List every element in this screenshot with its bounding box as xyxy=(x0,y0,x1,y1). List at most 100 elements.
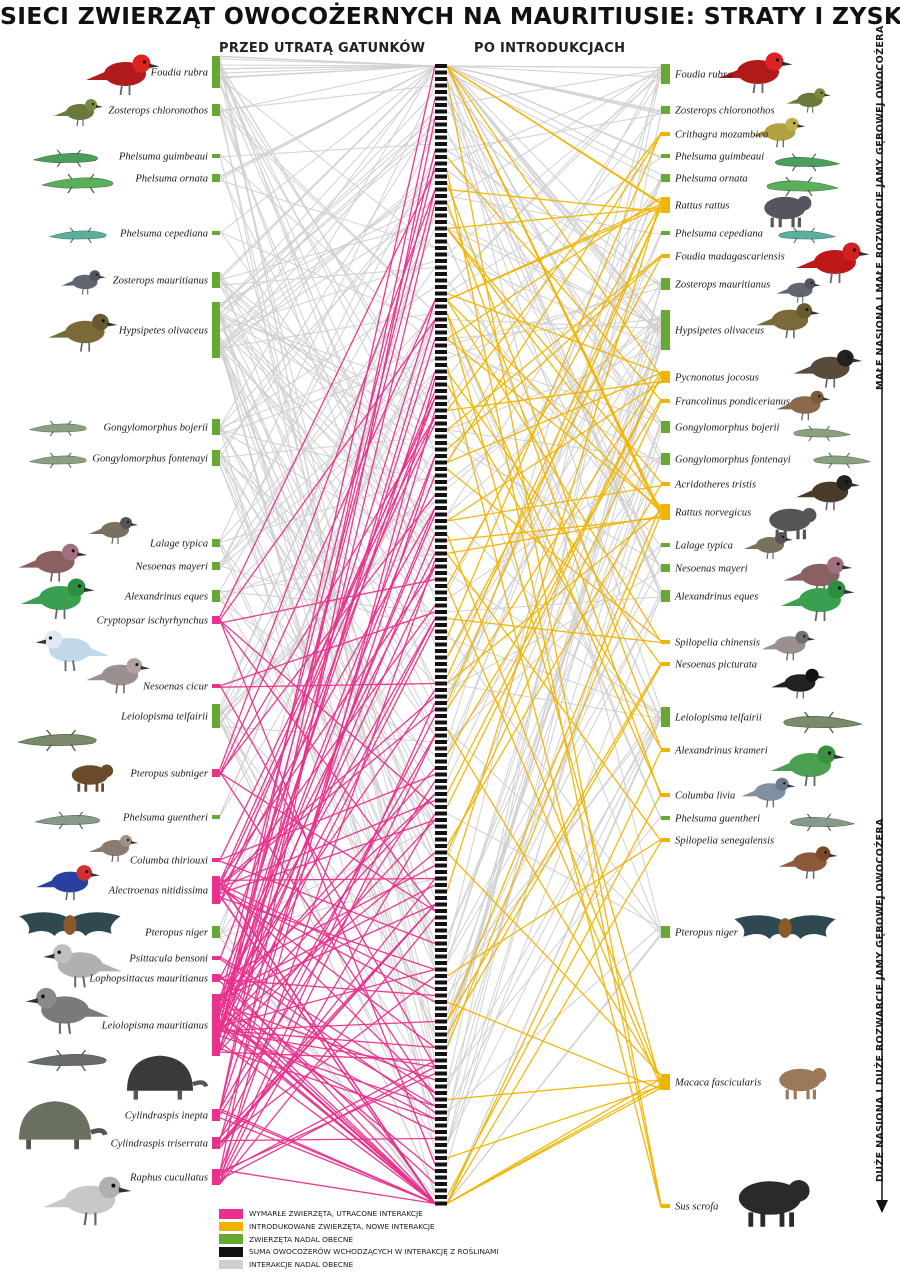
interaction-link xyxy=(219,347,436,736)
interaction-link xyxy=(446,65,662,377)
plant-bar xyxy=(435,408,447,413)
plant-bar xyxy=(435,1175,447,1180)
legend-label: WYMARŁE ZWIERZĘTA, UTRACONE INTERAKCJE xyxy=(249,1209,423,1219)
plant-bar xyxy=(435,759,447,764)
plant-bar xyxy=(435,298,447,302)
interaction-link xyxy=(446,852,662,1076)
plant-bar xyxy=(435,1123,447,1128)
species-label: Columba thiriouxi xyxy=(130,856,208,867)
interaction-link xyxy=(446,338,662,465)
interaction-link xyxy=(219,208,436,346)
species-label: Gongylomorphus bojerii xyxy=(675,423,780,434)
side-label-small: MAŁE NASIONA I MAŁE ROZWARCIE JAMY GĘBOW… xyxy=(875,25,886,390)
species-label: Pteropus subniger xyxy=(129,769,208,780)
interaction-link xyxy=(446,596,662,613)
plant-bar xyxy=(435,363,447,367)
species-label: Rattus rattus xyxy=(674,201,729,212)
interaction-link xyxy=(219,553,436,979)
interaction-link xyxy=(446,85,662,323)
interaction-link xyxy=(219,1108,436,1205)
plant-bar xyxy=(435,122,447,127)
plant-bar xyxy=(435,317,447,322)
species-node xyxy=(661,371,670,383)
interaction-link xyxy=(446,429,662,460)
plant-bar xyxy=(435,441,447,445)
interaction-link xyxy=(446,65,662,175)
plant-bar xyxy=(435,870,447,874)
species-label: Pteropus niger xyxy=(674,928,739,939)
interaction-link xyxy=(219,618,436,996)
interaction-link xyxy=(446,98,662,591)
plant-bar xyxy=(435,1169,447,1173)
interaction-link xyxy=(446,241,662,722)
plant-bar xyxy=(435,213,447,218)
legend-label: INTRODUKOWANE ZWIERZĘTA, NOWE INTERAKCJE xyxy=(249,1221,435,1231)
species-label: Zosterops chloronothos xyxy=(108,106,208,117)
species-label: Macaca fascicularis xyxy=(674,1078,761,1089)
lizard-icon xyxy=(793,425,852,442)
plant-bar xyxy=(435,571,447,575)
species-label: Francolinus pondicerianus xyxy=(674,397,790,408)
interaction-link xyxy=(446,65,662,78)
interaction-link xyxy=(219,1026,436,1205)
species-node xyxy=(661,421,670,433)
species-label: Sus scrofa xyxy=(675,1202,718,1213)
side-label-large: DUŻE NASIONA I DUŻE ROZWARCIE JAMY GĘBOW… xyxy=(875,818,886,1182)
interaction-link xyxy=(219,85,436,450)
species-label: Zosterops mauritianus xyxy=(113,276,208,287)
plant-bar xyxy=(435,915,447,920)
plant-bar xyxy=(435,896,447,900)
bird-icon xyxy=(744,532,793,560)
species-label: Cryptopsar ischyrhynchus xyxy=(97,616,208,627)
interaction-link xyxy=(446,455,662,1146)
interaction-link xyxy=(219,357,436,436)
interaction-link xyxy=(219,179,436,249)
lizard-icon xyxy=(766,176,840,197)
plant-bar xyxy=(435,792,447,796)
plant-bar xyxy=(435,1013,447,1017)
species-label: Alexandrinus eques xyxy=(124,592,208,603)
species-node xyxy=(661,482,670,486)
plant-bar xyxy=(435,278,447,283)
species-label: Acridotheres tristis xyxy=(674,480,756,491)
species-node xyxy=(212,231,220,235)
interaction-link xyxy=(446,375,662,795)
species-label: Spilopelia chinensis xyxy=(675,638,760,649)
bird-icon xyxy=(719,52,793,94)
interaction-link xyxy=(446,65,662,596)
interaction-link xyxy=(446,98,662,711)
species-label: Phelsuma cepediana xyxy=(119,229,208,240)
interaction-link xyxy=(446,65,662,159)
species-label: Phelsuma ornata xyxy=(134,174,208,185)
species-node xyxy=(212,926,220,938)
interaction-link xyxy=(219,455,436,1111)
bird-icon xyxy=(793,349,863,388)
interaction-link xyxy=(219,215,436,712)
interaction-link xyxy=(219,260,436,331)
plant-bar xyxy=(435,935,447,939)
plant-bar xyxy=(435,727,447,731)
interaction-link xyxy=(446,228,662,508)
species-node xyxy=(212,815,220,819)
plant-bar xyxy=(435,928,447,933)
interaction-link xyxy=(219,620,436,1165)
interaction-link xyxy=(219,917,436,1185)
interaction-link xyxy=(219,63,436,424)
plant-bar xyxy=(435,116,447,120)
interaction-link xyxy=(219,182,436,332)
plant-bar xyxy=(435,83,447,88)
bird-icon xyxy=(86,54,160,96)
interaction-link xyxy=(219,65,436,1037)
plant-bar xyxy=(435,779,447,783)
plant-bar xyxy=(435,161,447,166)
species-label: Spilopelia senegalensis xyxy=(675,836,774,847)
lizard-icon xyxy=(775,153,841,172)
interaction-link xyxy=(219,154,436,346)
plant-bar xyxy=(435,876,447,881)
plant-bar xyxy=(435,460,447,465)
interaction-link xyxy=(219,1048,436,1120)
plant-bar xyxy=(435,824,447,829)
plant-bar xyxy=(435,148,447,153)
interaction-link xyxy=(219,169,436,356)
interaction-link xyxy=(219,325,436,816)
